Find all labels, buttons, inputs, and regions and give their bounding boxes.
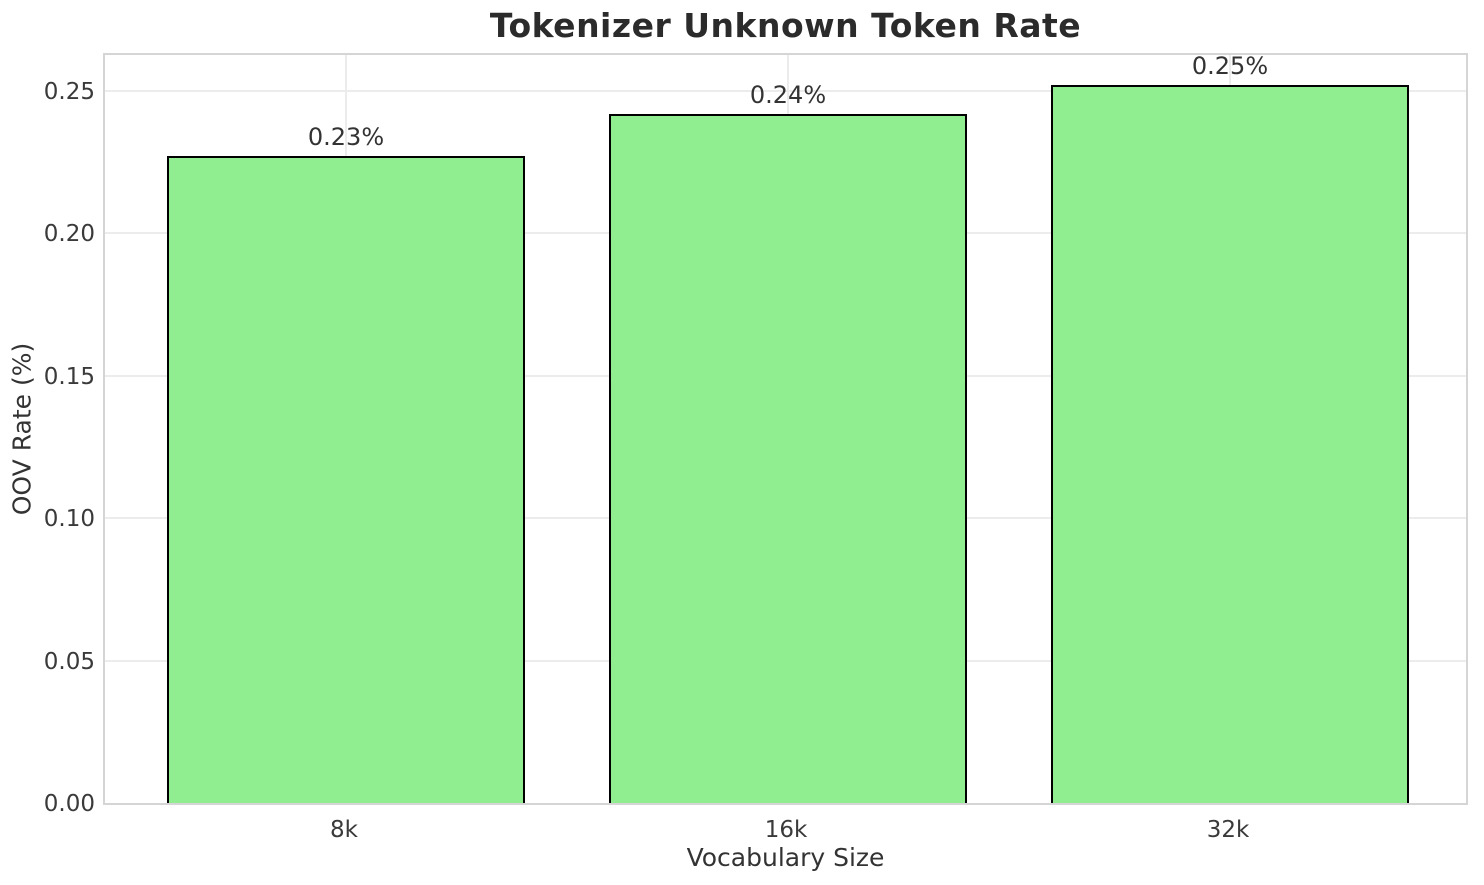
- x-tick-label: 16k: [764, 817, 808, 843]
- y-tick-label: 0.25: [43, 78, 95, 105]
- bar: [1051, 85, 1409, 803]
- y-tick-label: 0.10: [43, 506, 95, 533]
- x-axis-label: Vocabulary Size: [686, 843, 885, 872]
- bar-value-label: 0.24%: [749, 80, 827, 109]
- y-tick-label: 0.15: [43, 363, 95, 390]
- bar-value-label: 0.25%: [1191, 52, 1269, 81]
- x-tick-label: 8k: [330, 817, 358, 843]
- bar: [609, 113, 967, 803]
- bar-value-label: 0.23%: [307, 123, 385, 152]
- y-tick-label: 0.00: [43, 791, 95, 817]
- plot-area: 0.23% 0.24% 0.25%: [103, 52, 1468, 805]
- y-tick-label: 0.20: [43, 221, 95, 248]
- chart-title: Tokenizer Unknown Token Rate: [489, 6, 1082, 45]
- y-tick-label: 0.05: [43, 648, 95, 675]
- gridline-horizontal: [105, 89, 1466, 92]
- x-tick-label: 32k: [1206, 817, 1250, 843]
- bar: [167, 156, 525, 803]
